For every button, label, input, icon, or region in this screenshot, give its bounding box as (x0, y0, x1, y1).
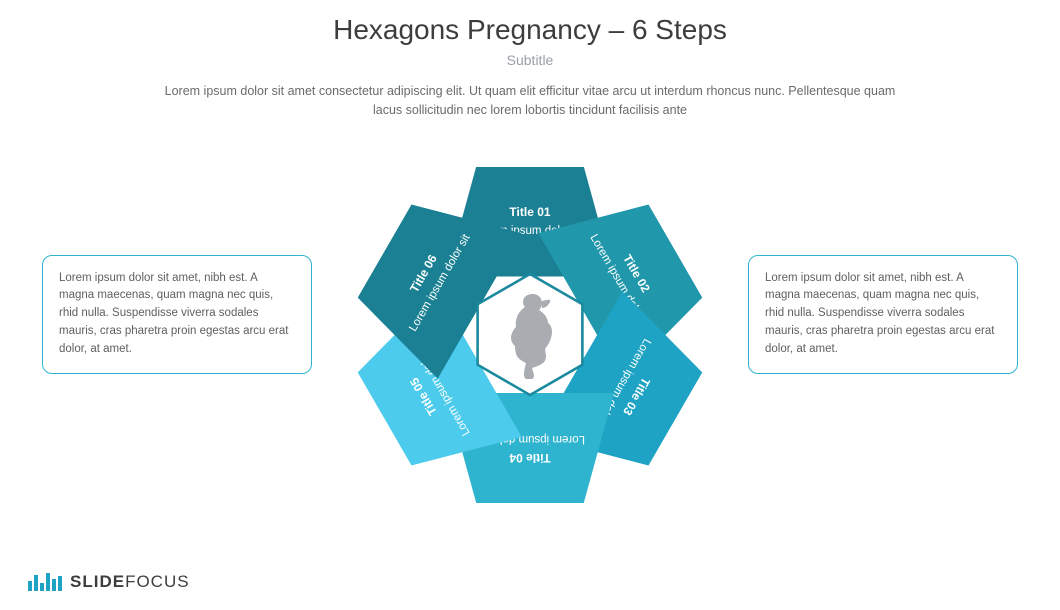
callout-right: Lorem ipsum dolor sit amet, nibh est. A … (748, 255, 1018, 374)
logo-text: SLIDEFOCUS (70, 572, 190, 592)
page-title: Hexagons Pregnancy – 6 Steps (0, 14, 1060, 46)
logo-bars-icon (28, 573, 62, 591)
center-hexagon (471, 276, 589, 394)
hexagon-diagram: Title 01Lorem ipsum dolor sitTitle 02Lor… (360, 165, 700, 505)
segment-title: Title 04 (509, 449, 550, 465)
segment-title: Title 01 (509, 204, 550, 220)
page-subtitle: Subtitle (0, 52, 1060, 68)
callout-left: Lorem ipsum dolor sit amet, nibh est. A … (42, 255, 312, 374)
brand-logo: SLIDEFOCUS (28, 572, 190, 592)
pregnancy-icon (500, 291, 560, 379)
page-description: Lorem ipsum dolor sit amet consectetur a… (160, 82, 900, 120)
diagram-stage: Lorem ipsum dolor sit amet, nibh est. A … (0, 130, 1060, 540)
